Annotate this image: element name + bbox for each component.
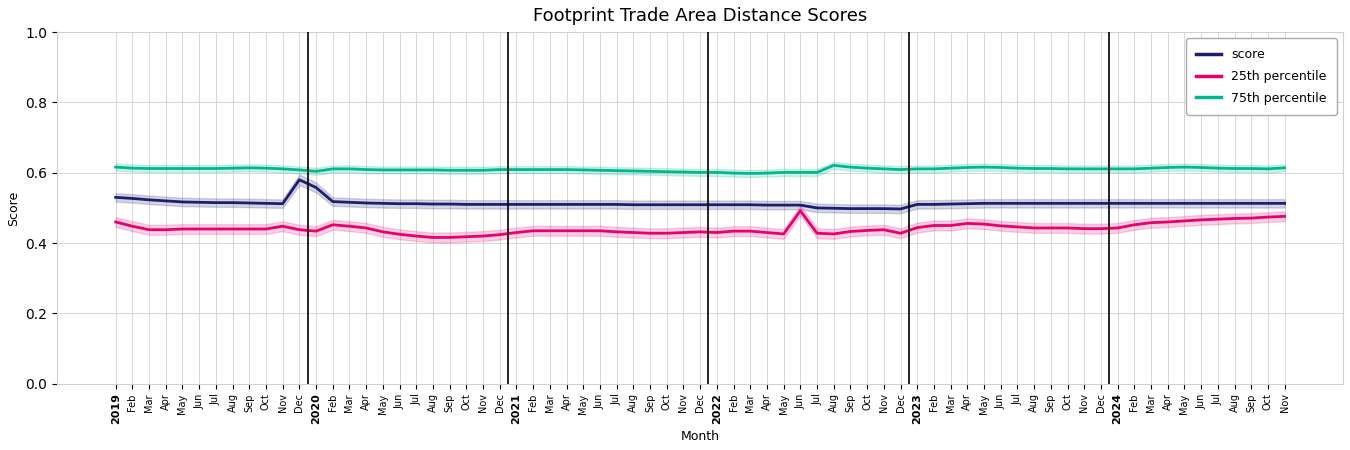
Legend: score, 25th percentile, 75th percentile: score, 25th percentile, 75th percentile [1187, 38, 1336, 115]
Title: Footprint Trade Area Distance Scores: Footprint Trade Area Distance Scores [533, 7, 867, 25]
X-axis label: Month: Month [680, 430, 720, 443]
Y-axis label: Score: Score [7, 190, 20, 225]
